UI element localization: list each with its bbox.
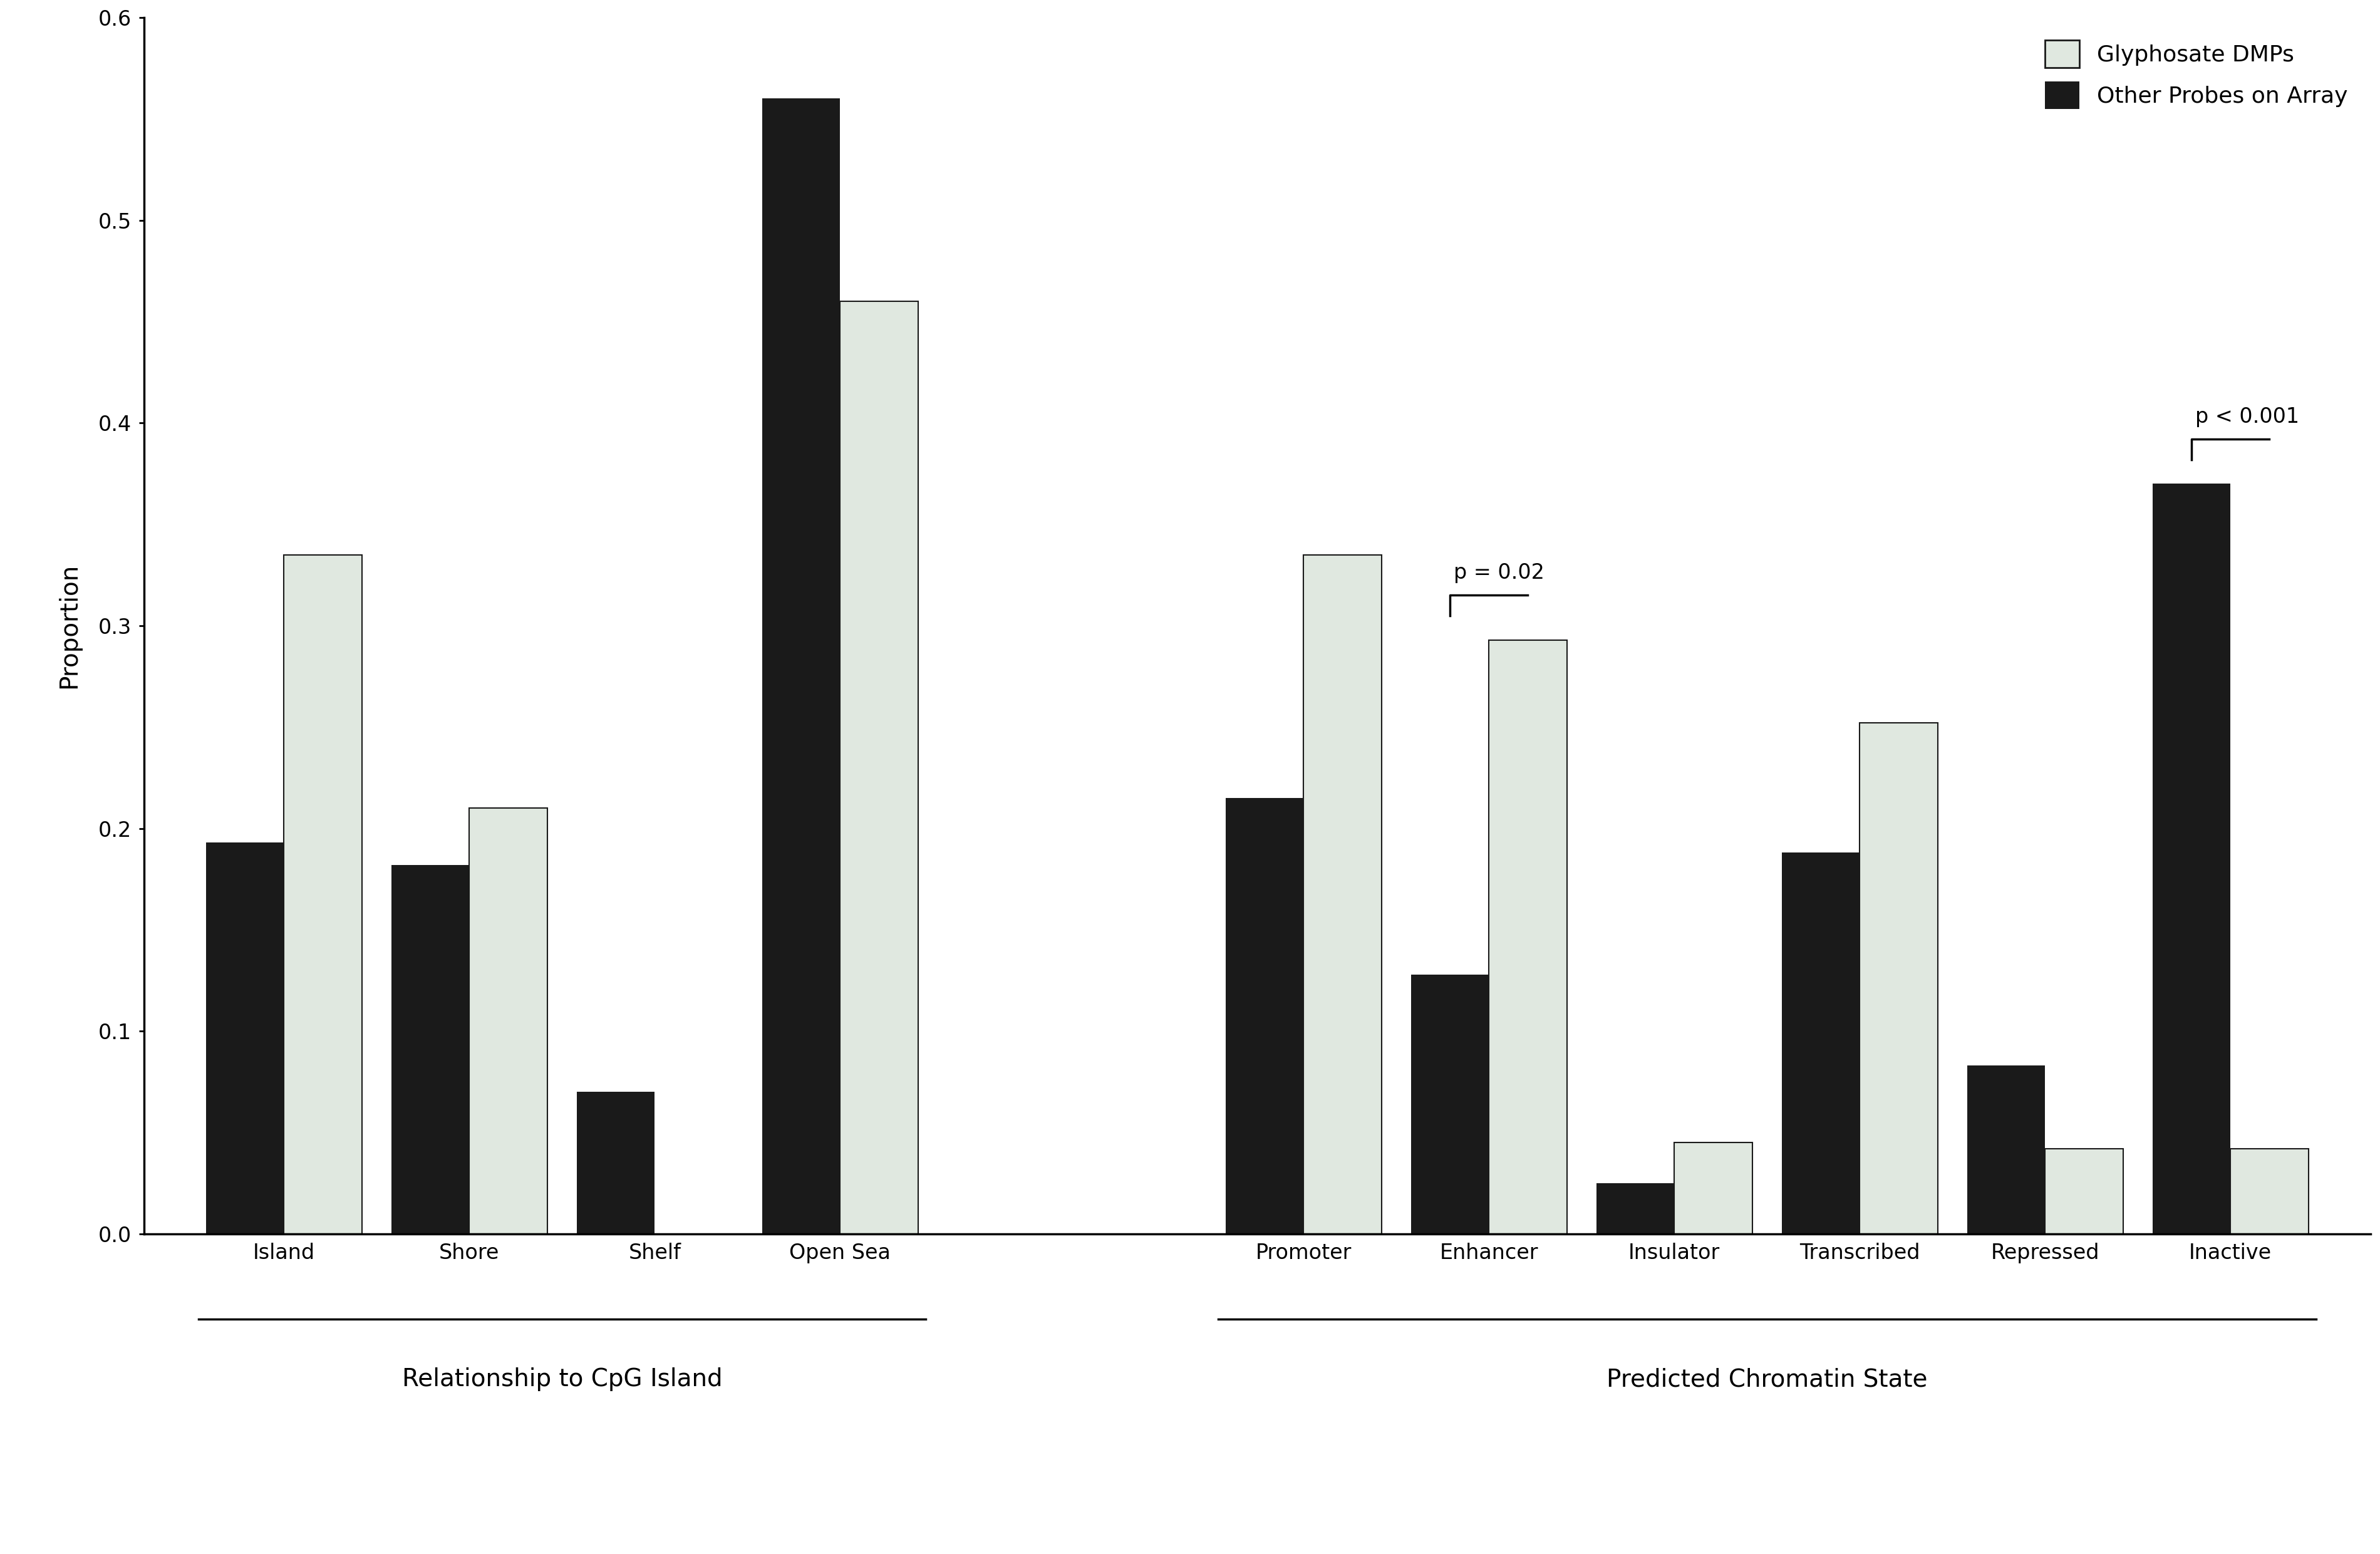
Bar (207, 842, 283, 1234)
Bar (2044, 1148, 2123, 1234)
Bar (840, 301, 919, 1234)
Bar (1783, 853, 1859, 1234)
Text: p = 0.02: p = 0.02 (1454, 563, 1545, 583)
Bar (1859, 723, 1937, 1234)
Bar (1226, 797, 1304, 1234)
Text: Predicted Chromatin State: Predicted Chromatin State (1606, 1368, 1928, 1391)
Bar (1411, 974, 1490, 1234)
Bar (1490, 640, 1566, 1234)
Bar (2152, 483, 2230, 1234)
Bar (283, 555, 362, 1234)
Bar (762, 98, 840, 1234)
Text: Relationship to CpG Island: Relationship to CpG Island (402, 1368, 721, 1391)
Bar (1673, 1142, 1752, 1234)
Bar (390, 866, 469, 1234)
Bar (2230, 1148, 2309, 1234)
Y-axis label: Proportion: Proportion (57, 563, 81, 688)
Bar (469, 808, 547, 1234)
Bar (1968, 1066, 2044, 1234)
Text: p < 0.001: p < 0.001 (2194, 406, 2299, 427)
Legend: Glyphosate DMPs, Other Probes on Array: Glyphosate DMPs, Other Probes on Array (2035, 30, 2359, 120)
Bar (1597, 1183, 1673, 1234)
Bar (1304, 555, 1380, 1234)
Bar (576, 1092, 655, 1234)
